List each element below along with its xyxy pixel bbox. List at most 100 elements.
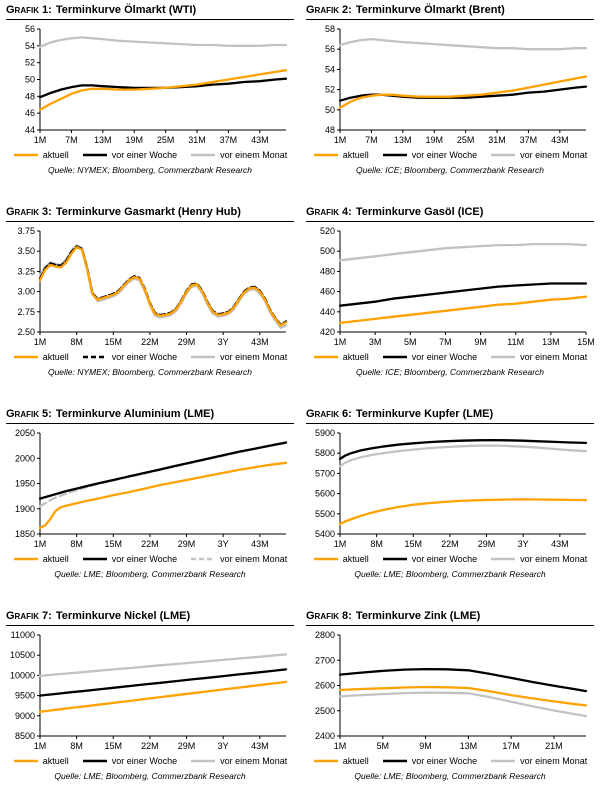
legend-line-sample [82, 557, 107, 561]
y-axis-tick-label: 2050 [15, 428, 35, 438]
chart-legend: aktuell vor einer Woche vor einem Monat [306, 148, 594, 162]
legend-label: vor einem Monat [520, 554, 588, 564]
chart-panel-grafik-3: Grafik 3: Terminkurve Gasmarkt (Henry Hub… [0, 202, 300, 404]
series-line-vor-einem-monat [38, 653, 288, 677]
chart-header: Grafik 8: Terminkurve Zink (LME) [306, 610, 594, 626]
x-axis-tick-label: 7M [365, 135, 378, 145]
series-line-vor-einem-monat [38, 440, 288, 508]
y-axis-tick-label: 48 [325, 125, 335, 135]
series-line-vor-einer-woche [338, 667, 588, 693]
legend-line-sample [313, 557, 338, 561]
series-line-vor-einem-monat [338, 37, 588, 51]
x-axis-tick-label: 43M [251, 741, 269, 751]
series-line-aktuell [338, 498, 588, 526]
x-axis-tick-label: 22M [441, 539, 459, 549]
chart-header: Grafik 2: Terminkurve Ölmarkt (Brent) [306, 4, 594, 20]
legend-line-sample [13, 153, 38, 157]
chart-legend: aktuell vor einer Woche vor einem Monat [6, 148, 294, 162]
legend-line-sample [82, 153, 107, 157]
x-axis-tick-label: 9M [419, 741, 432, 751]
legend-item: vor einem Monat [190, 756, 287, 766]
y-axis-tick-label: 54 [325, 64, 335, 74]
chart-header: Grafik 5: Terminkurve Aluminium (LME) [6, 408, 294, 424]
legend-label: vor einem Monat [220, 352, 288, 362]
legend-label: vor einem Monat [220, 554, 288, 564]
y-axis-tick-label: 46 [25, 108, 35, 118]
legend-label: vor einem Monat [520, 352, 588, 362]
legend-item: vor einer Woche [382, 554, 477, 564]
y-axis-tick-label: 520 [320, 226, 335, 236]
legend-label: vor einem Monat [220, 150, 288, 160]
chart-source: Quelle: LME; Bloomberg, Commerzbank Rese… [354, 771, 546, 781]
chart-title: Terminkurve Ölmarkt (WTI) [55, 4, 197, 16]
y-axis-tick-label: 2.75 [17, 307, 35, 317]
legend-item: vor einem Monat [490, 554, 587, 564]
legend-line-sample [13, 557, 38, 561]
y-axis-tick-label: 5400 [315, 529, 335, 539]
chart-header: Grafik 7: Terminkurve Nickel (LME) [6, 610, 294, 626]
legend-line-sample [382, 153, 407, 157]
legend-item: vor einem Monat [490, 756, 587, 766]
series-line-vor-einer-woche [338, 438, 588, 461]
x-axis-tick-label: 43M [551, 539, 569, 549]
chart-legend: aktuell vor einer Woche vor einem Monat [6, 552, 294, 566]
legend-item: vor einem Monat [190, 352, 287, 362]
y-axis-tick-label: 50 [25, 75, 35, 85]
x-axis-tick-label: 15M [105, 741, 123, 751]
chart-panel-grafik-5: Grafik 5: Terminkurve Aluminium (LME) 185… [0, 404, 300, 606]
legend-item: aktuell [313, 352, 369, 362]
legend-item: vor einer Woche [82, 554, 177, 564]
x-axis-tick-label: 8M [70, 539, 83, 549]
x-axis-tick-label: 1M [34, 741, 47, 751]
series-line-vor-einer-woche [38, 441, 288, 500]
line-chart-wti: 44 46 48 50 52 54 56 1M 7M 13M 19M 25M 31M 37M 43M [25, 24, 288, 145]
x-axis-tick-label: 15M [405, 539, 423, 549]
chart-panel-grafik-1: Grafik 1: Terminkurve Ölmarkt (WTI) 44 46 4… [0, 0, 300, 202]
x-axis-tick-label: 31M [488, 135, 506, 145]
chart-title: Terminkurve Kupfer (LME) [355, 408, 494, 420]
legend-line-sample [313, 153, 338, 157]
x-axis-tick-label: 9M [474, 337, 487, 347]
chart-panel-grafik-8: Grafik 8: Terminkurve Zink (LME) 2400 2500… [300, 606, 600, 808]
y-axis-tick-label: 2800 [315, 630, 335, 640]
x-axis-tick-label: 19M [425, 135, 443, 145]
chart-legend: aktuell vor einer Woche vor einem Monat [306, 350, 594, 364]
y-axis-tick-label: 5700 [315, 468, 335, 478]
x-axis-tick-label: 7M [439, 337, 452, 347]
line-chart-copper: 5400 5500 5600 5700 5800 5900 1M 8M 15M 22M 29M 3Y 4… [315, 428, 588, 549]
x-axis-tick-label: 8M [70, 337, 83, 347]
y-axis-tick-label: 3.00 [17, 287, 35, 297]
y-axis-tick-label: 56 [25, 24, 35, 34]
chart-legend: aktuell vor einer Woche vor einem Monat [6, 350, 294, 364]
legend-item: aktuell [13, 554, 69, 564]
y-axis-tick-label: 54 [25, 41, 35, 51]
legend-line-sample [13, 759, 38, 763]
x-axis-tick-label: 29M [178, 539, 196, 549]
y-axis-tick-label: 460 [320, 287, 335, 297]
legend-label: aktuell [42, 554, 69, 564]
x-axis-tick-label: 1M [334, 135, 347, 145]
x-axis-tick-label: 21M [545, 741, 563, 751]
chart-number-label: Grafik 4: [306, 206, 352, 218]
y-axis-tick-label: 2700 [315, 655, 335, 665]
legend-label: vor einer Woche [411, 352, 478, 362]
y-axis-tick-label: 9000 [15, 711, 35, 721]
legend-line-sample [491, 557, 516, 561]
legend-label: vor einer Woche [411, 150, 478, 160]
legend-line-sample [382, 759, 407, 763]
chart-number-label: Grafik 6: [306, 408, 352, 420]
legend-label: vor einem Monat [520, 150, 588, 160]
x-axis-tick-label: 22M [141, 741, 159, 751]
chart-title: Terminkurve Ölmarkt (Brent) [355, 4, 505, 16]
x-axis-tick-label: 1M [334, 539, 347, 549]
x-axis-tick-label: 7M [65, 135, 78, 145]
x-axis-tick-label: 22M [141, 539, 159, 549]
y-axis-tick-label: 2400 [315, 731, 335, 741]
chart-panel-grafik-6: Grafik 6: Terminkurve Kupfer (LME) 5400 55… [300, 404, 600, 606]
series-line-vor-einer-woche [38, 668, 288, 697]
legend-item: vor einem Monat [190, 150, 287, 160]
chart-source: Quelle: NYMEX; Bloomberg, Commerzbank Re… [47, 165, 253, 175]
series-line-vor-einer-woche [338, 282, 588, 307]
x-axis-tick-label: 17M [502, 741, 520, 751]
legend-label: aktuell [42, 150, 69, 160]
